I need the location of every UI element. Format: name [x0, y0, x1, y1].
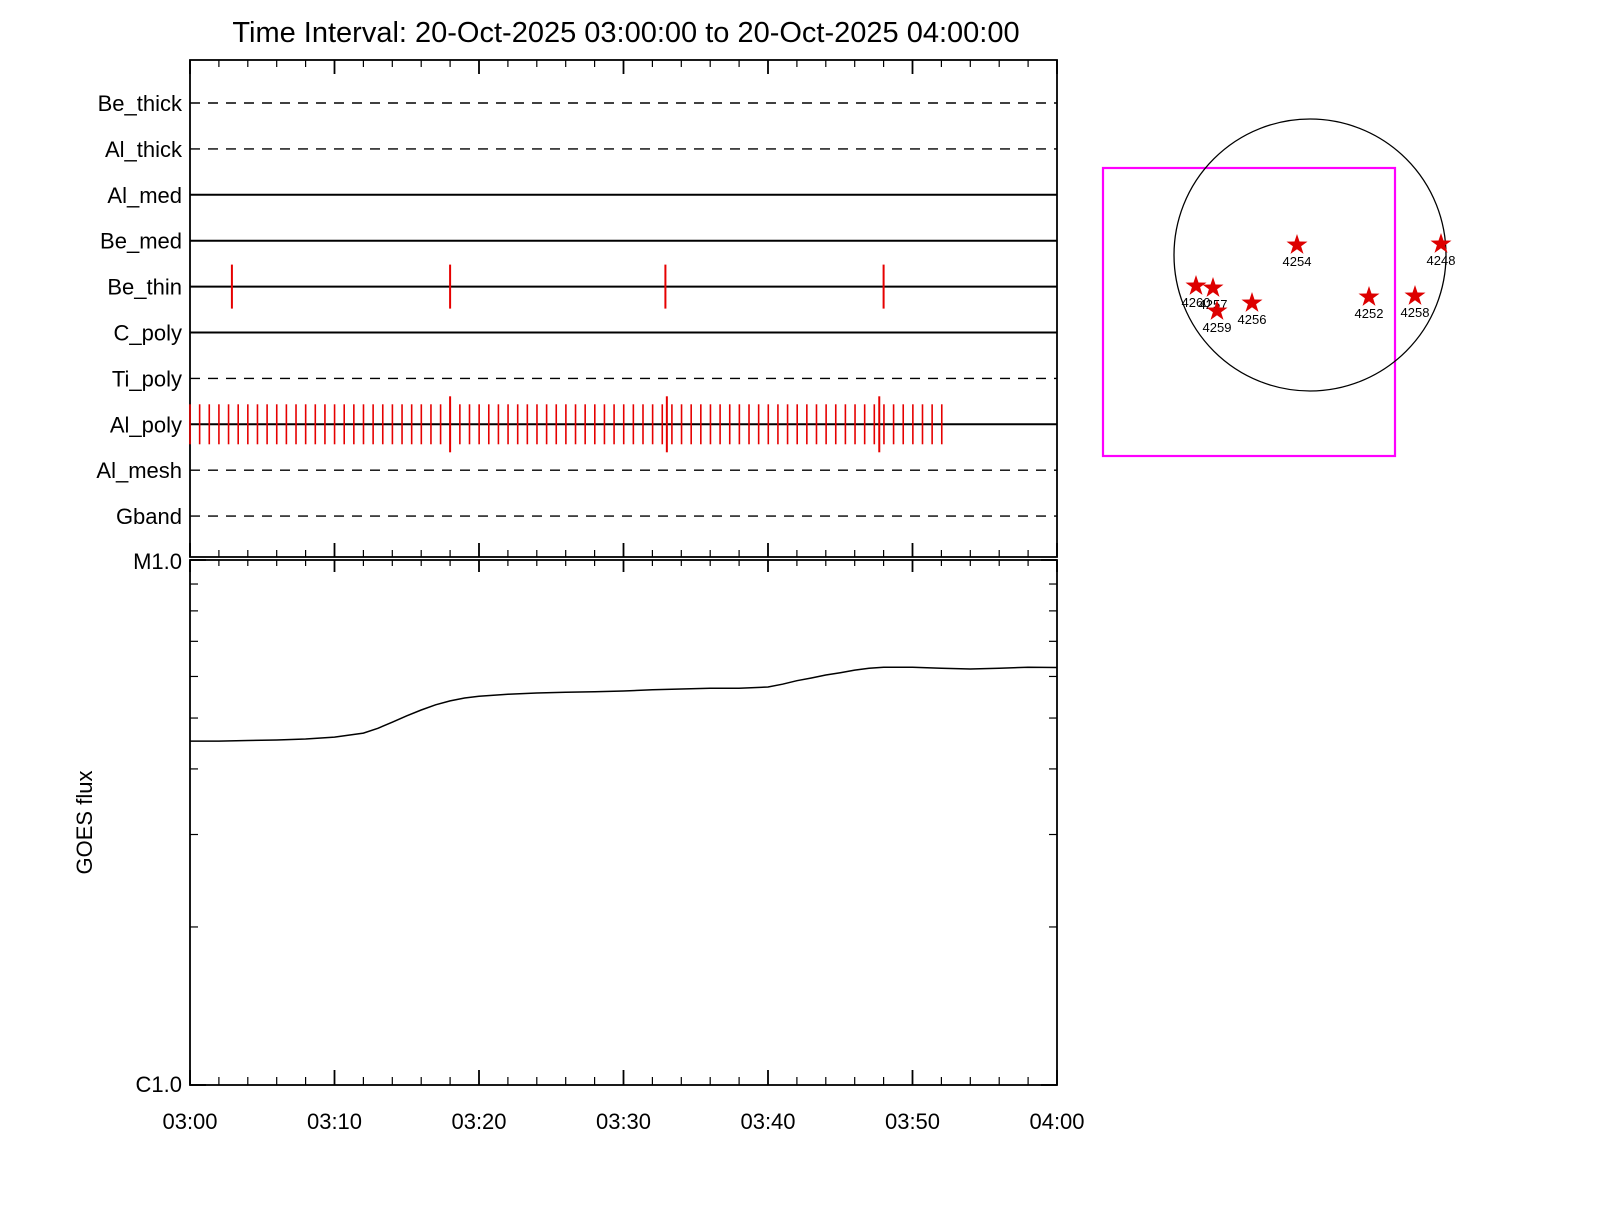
active-region-label-4259: 4259 [1203, 320, 1232, 335]
x-tick-label: 03:00 [162, 1109, 217, 1134]
active-region-label-4248: 4248 [1427, 253, 1456, 268]
goes-ylabel: GOES flux [72, 771, 97, 875]
channel-label-Al_poly: Al_poly [110, 412, 182, 437]
channel-label-Be_thin: Be_thin [107, 275, 182, 300]
goes-flux-panel: M1.0 C1.0 GOES flux 03:00 03:10 03:20 03:30 03:… [72, 549, 1085, 1134]
active-region-star-4252 [1358, 286, 1380, 306]
channel-label-Gband: Gband [116, 504, 182, 529]
solar-limb [1173, 118, 1447, 392]
active-region-star-4256 [1241, 292, 1263, 312]
goes-ybottom-label: C1.0 [136, 1072, 182, 1097]
active-region-label-4254: 4254 [1283, 254, 1312, 269]
x-tick-label: 03:50 [885, 1109, 940, 1134]
channel-label-Al_thick: Al_thick [105, 137, 183, 162]
active-region-star-4257 [1202, 277, 1224, 297]
active-region-star-4254 [1286, 234, 1308, 254]
channel-label-Be_thick: Be_thick [98, 91, 183, 116]
goes-border [189, 559, 1058, 1086]
filter-timeline-panel: Be_thick Al_thick Al_med Be_med Be_thin C_pol… [96, 59, 1058, 558]
active-region-label-4252: 4252 [1355, 306, 1384, 321]
x-tick-label: 03:10 [307, 1109, 362, 1134]
x-tick-label: 04:00 [1029, 1109, 1084, 1134]
active-region-star-4248 [1430, 233, 1452, 253]
active-region-label-4258: 4258 [1401, 305, 1430, 320]
fov-box [1101, 166, 1397, 458]
active-region-star-4258 [1404, 285, 1426, 305]
channel-label-Ti_poly: Ti_poly [112, 366, 182, 391]
goes-flux-curve [190, 666, 1058, 742]
channel-label-Al_med: Al_med [107, 183, 182, 208]
x-tick-label: 03:20 [451, 1109, 506, 1134]
active-region-label-4260: 4260 [1182, 295, 1211, 310]
channel-label-Be_med: Be_med [100, 229, 182, 254]
active-region-star-4259 [1206, 300, 1228, 320]
active-region-star-4260 [1185, 275, 1207, 295]
goes-ytop-label: M1.0 [133, 549, 182, 574]
channel-label-C_poly: C_poly [114, 321, 182, 346]
x-tick-label: 03:30 [596, 1109, 651, 1134]
active-region-label-4256: 4256 [1238, 312, 1267, 327]
channel-label-Al_mesh: Al_mesh [96, 458, 182, 483]
timeline-border [189, 59, 1058, 558]
figure-title: Time Interval: 20-Oct-2025 03:00:00 to 2… [232, 17, 1019, 49]
x-tick-label: 03:40 [740, 1109, 795, 1134]
